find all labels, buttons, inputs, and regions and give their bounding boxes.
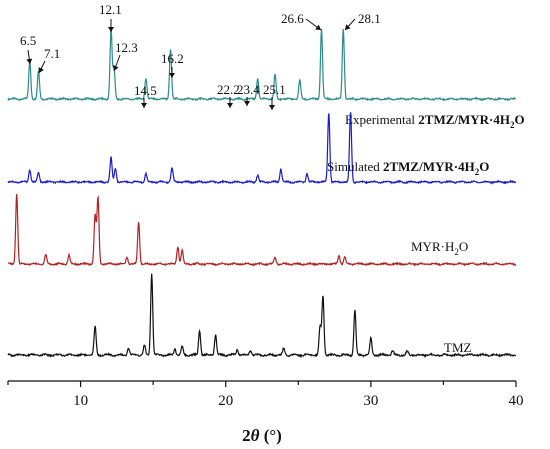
- peak-annotation-25.1: 25.1: [263, 82, 286, 97]
- peak-arrow-head-22.2: [227, 103, 233, 108]
- peak-point-myr-3: [94, 214, 95, 215]
- peak-point-tmz-9: [250, 349, 251, 350]
- peak-point-simulated-7: [280, 168, 281, 169]
- peak-arrow-head-6.5: [26, 58, 33, 64]
- series-line-simulated: [7, 112, 517, 185]
- peak-point-myr-10: [338, 255, 339, 256]
- peak-point-tmz-10: [283, 348, 284, 349]
- peak-point-experimental-8: [299, 80, 300, 81]
- peak-point-tmz-2: [144, 345, 145, 346]
- peak-annotation-7.1: 7.1: [44, 46, 60, 61]
- series-label-experimental: Experimental 2TMZ/MYR·4H2O: [345, 112, 525, 130]
- peak-point-myr-6: [138, 221, 139, 222]
- series-line-myr: [7, 193, 517, 267]
- peak-point-myr-8: [182, 249, 183, 250]
- peak-point-tmz-12: [322, 295, 323, 296]
- peak-annotation-28.1: 28.1: [358, 11, 381, 26]
- peak-arrow-head-28.1: [345, 24, 351, 30]
- peak-annotation-22.2: 22.2: [217, 82, 240, 97]
- series-line-experimental: [7, 28, 516, 102]
- peak-point-tmz-4: [174, 348, 175, 349]
- peak-point-simulated-8: [306, 173, 307, 174]
- peak-annotation-26.6: 26.6: [281, 11, 304, 26]
- peak-point-tmz-11: [319, 326, 320, 327]
- peak-point-myr-4: [97, 197, 98, 198]
- peak-arrow-head-26.6: [315, 24, 321, 30]
- peak-point-experimental-5: [170, 48, 171, 49]
- series-simulated: Simulated 2TMZ/MYR·4H2O: [7, 111, 517, 185]
- peak-point-myr-1: [45, 254, 46, 255]
- peak-point-experimental-7: [274, 74, 275, 75]
- x-axis-title: 2θ (°): [242, 426, 282, 445]
- series-experimental: Experimental 2TMZ/MYR·4H2O: [7, 28, 525, 130]
- peak-point-myr-0: [16, 193, 17, 194]
- peak-point-simulated-3: [115, 167, 116, 168]
- x-axis: 10 20 30 40: [7, 380, 524, 409]
- peak-arrow-head-23.4: [244, 101, 250, 106]
- peak-point-myr-5: [126, 256, 127, 257]
- peak-point-simulated-1: [38, 172, 39, 173]
- peak-arrow-head-25.1: [269, 105, 275, 110]
- peak-arrow-head-12.3: [112, 65, 119, 71]
- peak-point-tmz-5: [182, 346, 183, 347]
- peak-annotation-23.4: 23.4: [237, 82, 260, 97]
- peak-annotation-14.5: 14.5: [134, 83, 157, 98]
- peak-point-simulated-5: [171, 167, 172, 168]
- peak-point-tmz-1: [128, 348, 129, 349]
- peak-annotation-16.2: 16.2: [161, 51, 184, 66]
- peak-point-myr-11: [344, 256, 345, 257]
- series-label-myr: MYR·H2O: [411, 239, 468, 257]
- x-tick-label-10: 10: [73, 393, 88, 409]
- peak-point-tmz-0: [94, 326, 95, 327]
- peak-arrow-head-14.5: [141, 103, 147, 108]
- peak-point-experimental-9: [321, 28, 322, 29]
- series-tmz: TMZ: [7, 272, 517, 359]
- peak-point-simulated-6: [257, 174, 258, 175]
- peak-point-simulated-9: [328, 111, 329, 112]
- x-tick-label-30: 30: [363, 393, 378, 409]
- peak-arrow-head-12.1: [108, 27, 114, 32]
- peak-point-tmz-8: [237, 349, 238, 350]
- x-tick-label-40: 40: [509, 393, 524, 409]
- peak-point-experimental-10: [343, 28, 344, 29]
- series-label-tmz: TMZ: [444, 340, 472, 355]
- peak-point-tmz-14: [370, 338, 371, 339]
- peak-point-experimental-6: [257, 77, 258, 78]
- peak-point-simulated-0: [29, 169, 30, 170]
- peak-arrow-head-7.1: [38, 67, 44, 73]
- series-line-tmz: [7, 273, 517, 359]
- peak-point-experimental-4: [145, 77, 146, 78]
- peak-point-simulated-10: [350, 111, 351, 112]
- peak-point-myr-2: [68, 254, 69, 255]
- peak-annotation-12.3: 12.3: [115, 40, 138, 55]
- peak-point-simulated-2: [110, 157, 111, 158]
- peak-point-tmz-16: [407, 350, 408, 351]
- peak-annotation-12.1: 12.1: [99, 2, 122, 17]
- x-tick-label-20: 20: [218, 393, 233, 409]
- peak-point-simulated-4: [145, 173, 146, 174]
- peak-point-tmz-3: [151, 272, 152, 273]
- series-myr: MYR·H2O: [7, 193, 517, 267]
- peak-arrow-head-16.2: [169, 73, 175, 78]
- peak-point-tmz-7: [215, 334, 216, 335]
- peak-point-myr-7: [177, 246, 178, 247]
- peak-point-tmz-6: [199, 330, 200, 331]
- series-label-simulated: Simulated 2TMZ/MYR·4H2O: [327, 159, 489, 177]
- peak-point-tmz-15: [392, 350, 393, 351]
- peak-point-myr-9: [274, 256, 275, 257]
- peak-annotation-6.5: 6.5: [20, 33, 36, 48]
- peak-point-tmz-13: [354, 309, 355, 310]
- peak-annotations: 6.5 7.1 12.1 12.3 14.5 16.2 22.223.4 25.1 26.6 28…: [20, 2, 381, 110]
